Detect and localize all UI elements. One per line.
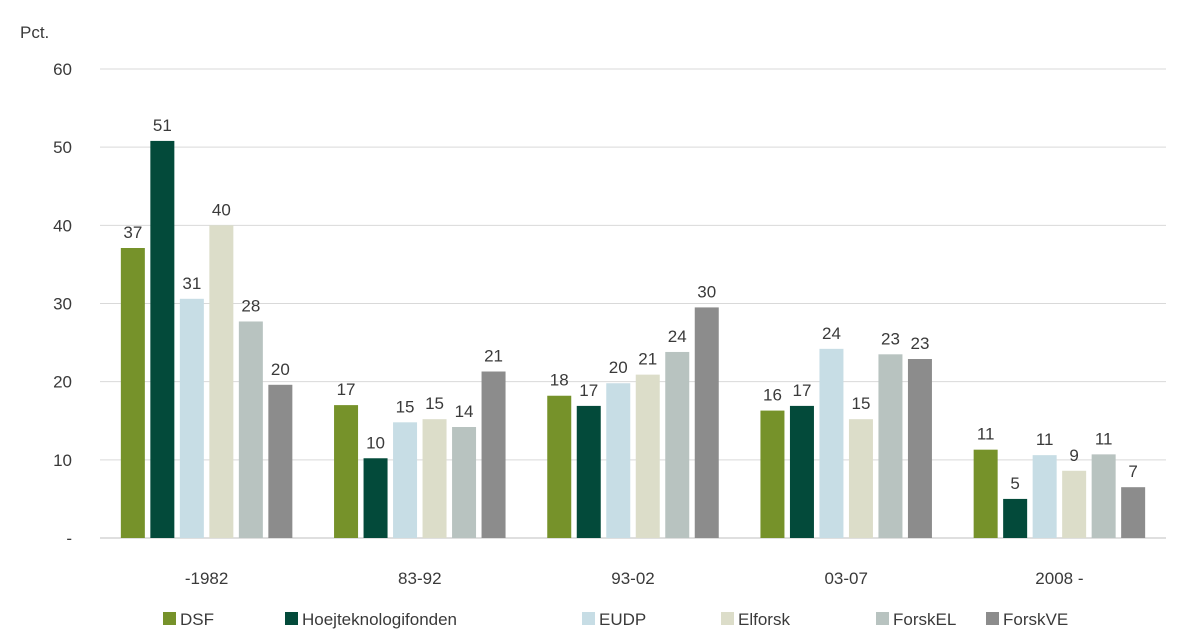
x-tick-label: -1982 (185, 569, 228, 588)
y-axis-unit-label: Pct. (20, 23, 49, 42)
legend-label-dsf: DSF (180, 610, 214, 629)
legend-label-forskve: ForskVE (1003, 610, 1068, 629)
bar-elforsk-0 (209, 225, 234, 539)
data-label: 7 (1128, 462, 1137, 481)
bar-elforsk-3 (848, 419, 873, 538)
bar-eudp-4 (1032, 455, 1057, 538)
bar-hoejteknologifonden-4 (1003, 498, 1028, 538)
data-label: 15 (396, 397, 415, 416)
bar-hoejteknologifonden-0 (150, 140, 175, 538)
bar-dsf-1 (334, 405, 359, 538)
bar-eudp-0 (179, 298, 204, 538)
data-label: 11 (1036, 430, 1054, 449)
data-label: 23 (910, 334, 929, 353)
bar-forskel-2 (665, 351, 690, 538)
legend-swatch-forskel (876, 612, 889, 625)
data-label: 9 (1069, 446, 1078, 465)
data-label: 11 (1095, 429, 1113, 448)
bar-elforsk-2 (635, 374, 660, 538)
data-label: 23 (881, 329, 900, 348)
data-label: 20 (609, 358, 628, 377)
data-label: 20 (271, 360, 290, 379)
data-label: 10 (366, 433, 385, 452)
x-tick-label: 03-07 (824, 569, 867, 588)
bar-hoejteknologifonden-2 (576, 405, 601, 538)
data-label: 15 (425, 394, 444, 413)
legend-swatch-hoejteknologifonden (285, 612, 298, 625)
bar-eudp-1 (393, 422, 418, 538)
bar-forskve-4 (1121, 487, 1146, 538)
bar-forskel-4 (1091, 454, 1116, 538)
data-label: 31 (182, 274, 201, 293)
data-label: 16 (763, 386, 782, 405)
bars-group (120, 140, 1146, 539)
legend-swatch-elforsk (721, 612, 734, 625)
data-label: 17 (337, 380, 356, 399)
y-tick-label: - (66, 529, 72, 548)
data-label: 40 (212, 200, 231, 219)
x-tick-label: 83-92 (398, 569, 441, 588)
data-labels-group: 37 51 31 40 28 20 17 10 15 15 14 21 18 17 20 21 24 30 16 17… (123, 116, 1137, 493)
data-label: 21 (638, 350, 657, 369)
bar-forskve-1 (481, 371, 506, 538)
legend-label-forskel: ForskEL (893, 610, 956, 629)
bar-eudp-3 (819, 348, 844, 538)
bar-forskve-3 (907, 358, 932, 538)
bar-dsf-4 (973, 449, 998, 538)
bar-elforsk-4 (1062, 470, 1087, 538)
bar-forskve-2 (694, 307, 719, 538)
data-label: 24 (822, 324, 841, 343)
data-label: 30 (697, 282, 716, 301)
y-axis-ticks: - 10 20 30 40 50 60 (53, 60, 72, 548)
data-label: 15 (851, 394, 870, 413)
legend-swatch-forskve (986, 612, 999, 625)
legend-label-elforsk: Elforsk (738, 610, 790, 629)
x-tick-label: 93-02 (611, 569, 654, 588)
bar-elforsk-1 (422, 419, 447, 538)
y-tick-label: 50 (53, 138, 72, 157)
legend-swatch-dsf (163, 612, 176, 625)
data-label: 17 (579, 381, 598, 400)
data-label: 37 (123, 223, 142, 242)
data-label: 28 (241, 296, 260, 315)
bar-hoejteknologifonden-3 (789, 405, 814, 538)
data-label: 14 (455, 402, 474, 421)
data-label: 17 (792, 381, 811, 400)
bar-dsf-3 (760, 410, 785, 538)
y-tick-label: 30 (53, 295, 72, 314)
x-tick-label: 2008 - (1035, 569, 1083, 588)
data-label: 5 (1010, 474, 1019, 493)
bar-eudp-2 (606, 383, 631, 538)
bar-forskel-3 (878, 354, 903, 538)
data-label: 24 (668, 327, 687, 346)
bar-hoejteknologifonden-1 (363, 458, 388, 538)
bar-dsf-2 (547, 395, 572, 538)
data-label: 21 (484, 347, 503, 366)
bar-dsf-0 (120, 248, 145, 539)
x-axis-ticks: -1982 83-92 93-02 03-07 2008 - (185, 569, 1084, 588)
y-tick-label: 10 (53, 451, 72, 470)
legend: DSF Hoejteknologifonden EUDP Elforsk ForskEL… (163, 610, 1068, 629)
data-label: 18 (550, 371, 569, 390)
y-tick-label: 60 (53, 60, 72, 79)
data-label: 11 (977, 425, 995, 444)
legend-label-eudp: EUDP (599, 610, 646, 629)
y-tick-label: 20 (53, 373, 72, 392)
bar-forskve-0 (268, 384, 293, 538)
y-tick-label: 40 (53, 216, 72, 235)
bar-forskel-1 (452, 427, 477, 538)
bar-forskel-0 (238, 321, 263, 538)
legend-label-hoejteknologifonden: Hoejteknologifonden (302, 610, 457, 629)
data-label: 51 (153, 116, 172, 135)
legend-swatch-eudp (582, 612, 595, 625)
